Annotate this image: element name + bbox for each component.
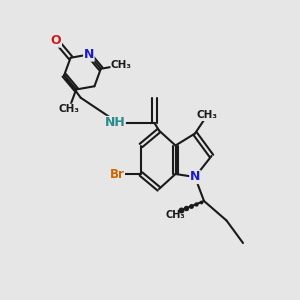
Text: N: N <box>190 170 200 184</box>
Text: CH₃: CH₃ <box>58 104 80 114</box>
Text: CH₃: CH₃ <box>111 59 132 70</box>
Text: CH₃: CH₃ <box>196 110 218 121</box>
Text: O: O <box>51 34 62 47</box>
Text: CH₃: CH₃ <box>166 209 185 220</box>
Text: Br: Br <box>110 167 124 181</box>
Text: NH: NH <box>104 116 125 130</box>
Text: N: N <box>84 48 94 61</box>
